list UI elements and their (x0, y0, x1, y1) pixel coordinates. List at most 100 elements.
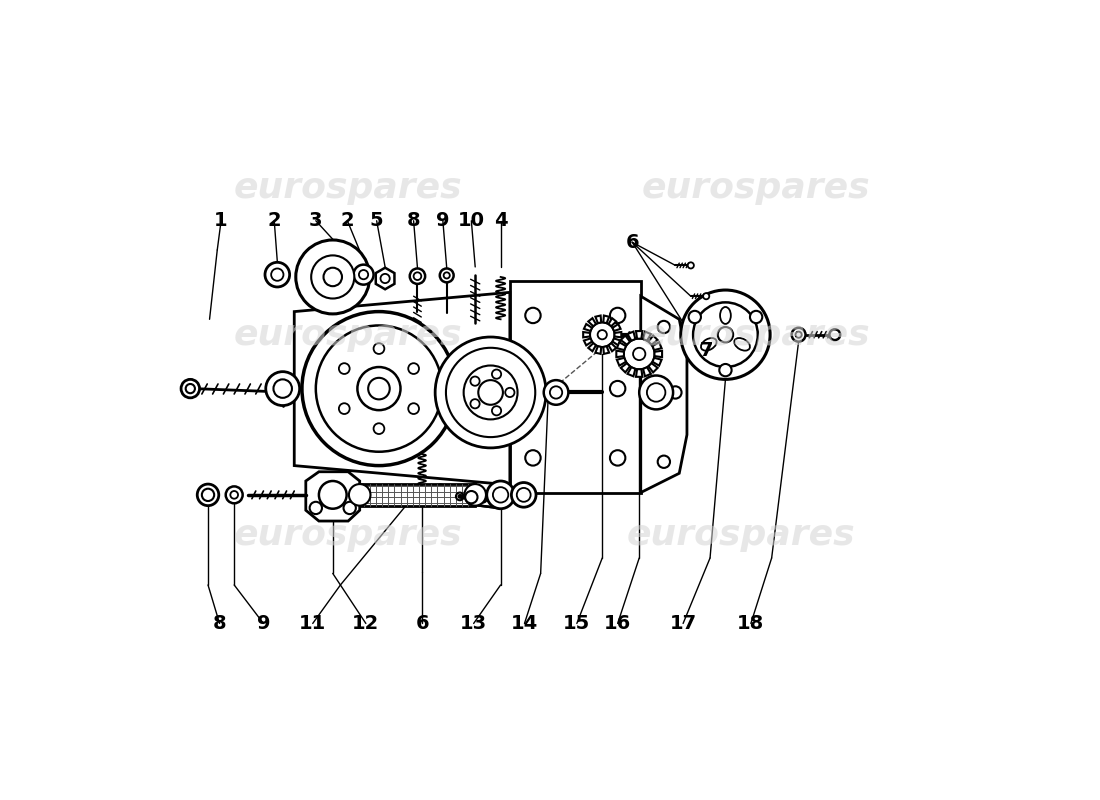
Polygon shape (649, 335, 658, 345)
Text: 9: 9 (436, 211, 450, 230)
Circle shape (197, 484, 219, 506)
Polygon shape (620, 335, 630, 345)
Ellipse shape (701, 338, 716, 350)
Text: 17: 17 (670, 614, 696, 633)
Circle shape (719, 364, 732, 376)
Text: 18: 18 (737, 614, 764, 633)
Circle shape (634, 348, 646, 360)
Polygon shape (627, 367, 636, 376)
Circle shape (182, 379, 199, 398)
Text: 6: 6 (416, 614, 429, 633)
Polygon shape (613, 324, 620, 331)
Text: 15: 15 (563, 614, 591, 633)
Circle shape (265, 262, 289, 287)
Circle shape (478, 380, 503, 405)
Circle shape (590, 322, 615, 347)
Circle shape (316, 326, 442, 452)
Circle shape (505, 388, 515, 397)
Circle shape (301, 311, 456, 466)
Polygon shape (649, 363, 658, 372)
Text: 8: 8 (212, 614, 227, 633)
Polygon shape (603, 315, 609, 323)
Text: 2: 2 (267, 211, 280, 230)
Circle shape (323, 268, 342, 286)
Polygon shape (652, 358, 661, 366)
Polygon shape (616, 350, 624, 357)
Circle shape (349, 484, 371, 506)
Polygon shape (613, 338, 620, 346)
Circle shape (343, 502, 356, 514)
Circle shape (455, 493, 464, 500)
Circle shape (681, 290, 770, 379)
Circle shape (792, 328, 805, 342)
Circle shape (226, 486, 243, 503)
Circle shape (202, 489, 215, 501)
Polygon shape (376, 268, 395, 290)
Circle shape (381, 274, 389, 283)
Circle shape (688, 262, 694, 269)
Circle shape (464, 484, 486, 506)
Circle shape (339, 403, 350, 414)
Polygon shape (615, 332, 622, 338)
Polygon shape (583, 332, 590, 338)
Polygon shape (510, 281, 640, 493)
Circle shape (471, 377, 480, 386)
Text: 8: 8 (407, 211, 420, 230)
Circle shape (647, 383, 666, 402)
Circle shape (486, 481, 515, 509)
Circle shape (480, 495, 487, 502)
Text: eurospares: eurospares (642, 171, 870, 206)
Circle shape (408, 403, 419, 414)
Polygon shape (306, 472, 360, 521)
Text: 6: 6 (626, 233, 639, 252)
Circle shape (550, 386, 562, 398)
Circle shape (526, 308, 541, 323)
Circle shape (359, 270, 369, 279)
Polygon shape (584, 324, 592, 331)
Polygon shape (617, 358, 626, 366)
Text: 14: 14 (510, 614, 538, 633)
Text: 13: 13 (460, 614, 487, 633)
Polygon shape (640, 296, 686, 493)
Circle shape (296, 240, 370, 314)
Circle shape (339, 363, 350, 374)
Circle shape (266, 372, 299, 406)
Circle shape (274, 379, 292, 398)
Circle shape (358, 367, 400, 410)
Polygon shape (603, 346, 609, 354)
Circle shape (597, 330, 607, 339)
Circle shape (230, 491, 238, 498)
Polygon shape (595, 346, 602, 354)
Polygon shape (644, 367, 651, 376)
Circle shape (703, 332, 710, 338)
Circle shape (795, 332, 802, 338)
Circle shape (368, 378, 389, 399)
Circle shape (374, 423, 384, 434)
Circle shape (414, 272, 421, 280)
Polygon shape (627, 331, 636, 341)
Polygon shape (644, 331, 651, 341)
Polygon shape (617, 342, 626, 350)
Text: 1: 1 (214, 211, 228, 230)
Circle shape (471, 399, 480, 408)
Circle shape (492, 406, 502, 415)
Polygon shape (295, 292, 510, 485)
Circle shape (409, 269, 425, 284)
Circle shape (440, 269, 453, 282)
Text: eurospares: eurospares (642, 318, 870, 352)
Circle shape (512, 482, 536, 507)
Polygon shape (595, 315, 602, 323)
Polygon shape (588, 318, 596, 326)
Circle shape (436, 337, 546, 448)
Circle shape (271, 269, 284, 281)
Bar (360, 484, 475, 506)
Text: 2: 2 (341, 211, 354, 230)
Text: eurospares: eurospares (234, 318, 462, 352)
Circle shape (517, 488, 530, 502)
Polygon shape (584, 338, 592, 346)
Circle shape (669, 386, 682, 398)
Polygon shape (652, 342, 661, 350)
Circle shape (310, 502, 322, 514)
Circle shape (658, 455, 670, 468)
Circle shape (543, 380, 569, 405)
